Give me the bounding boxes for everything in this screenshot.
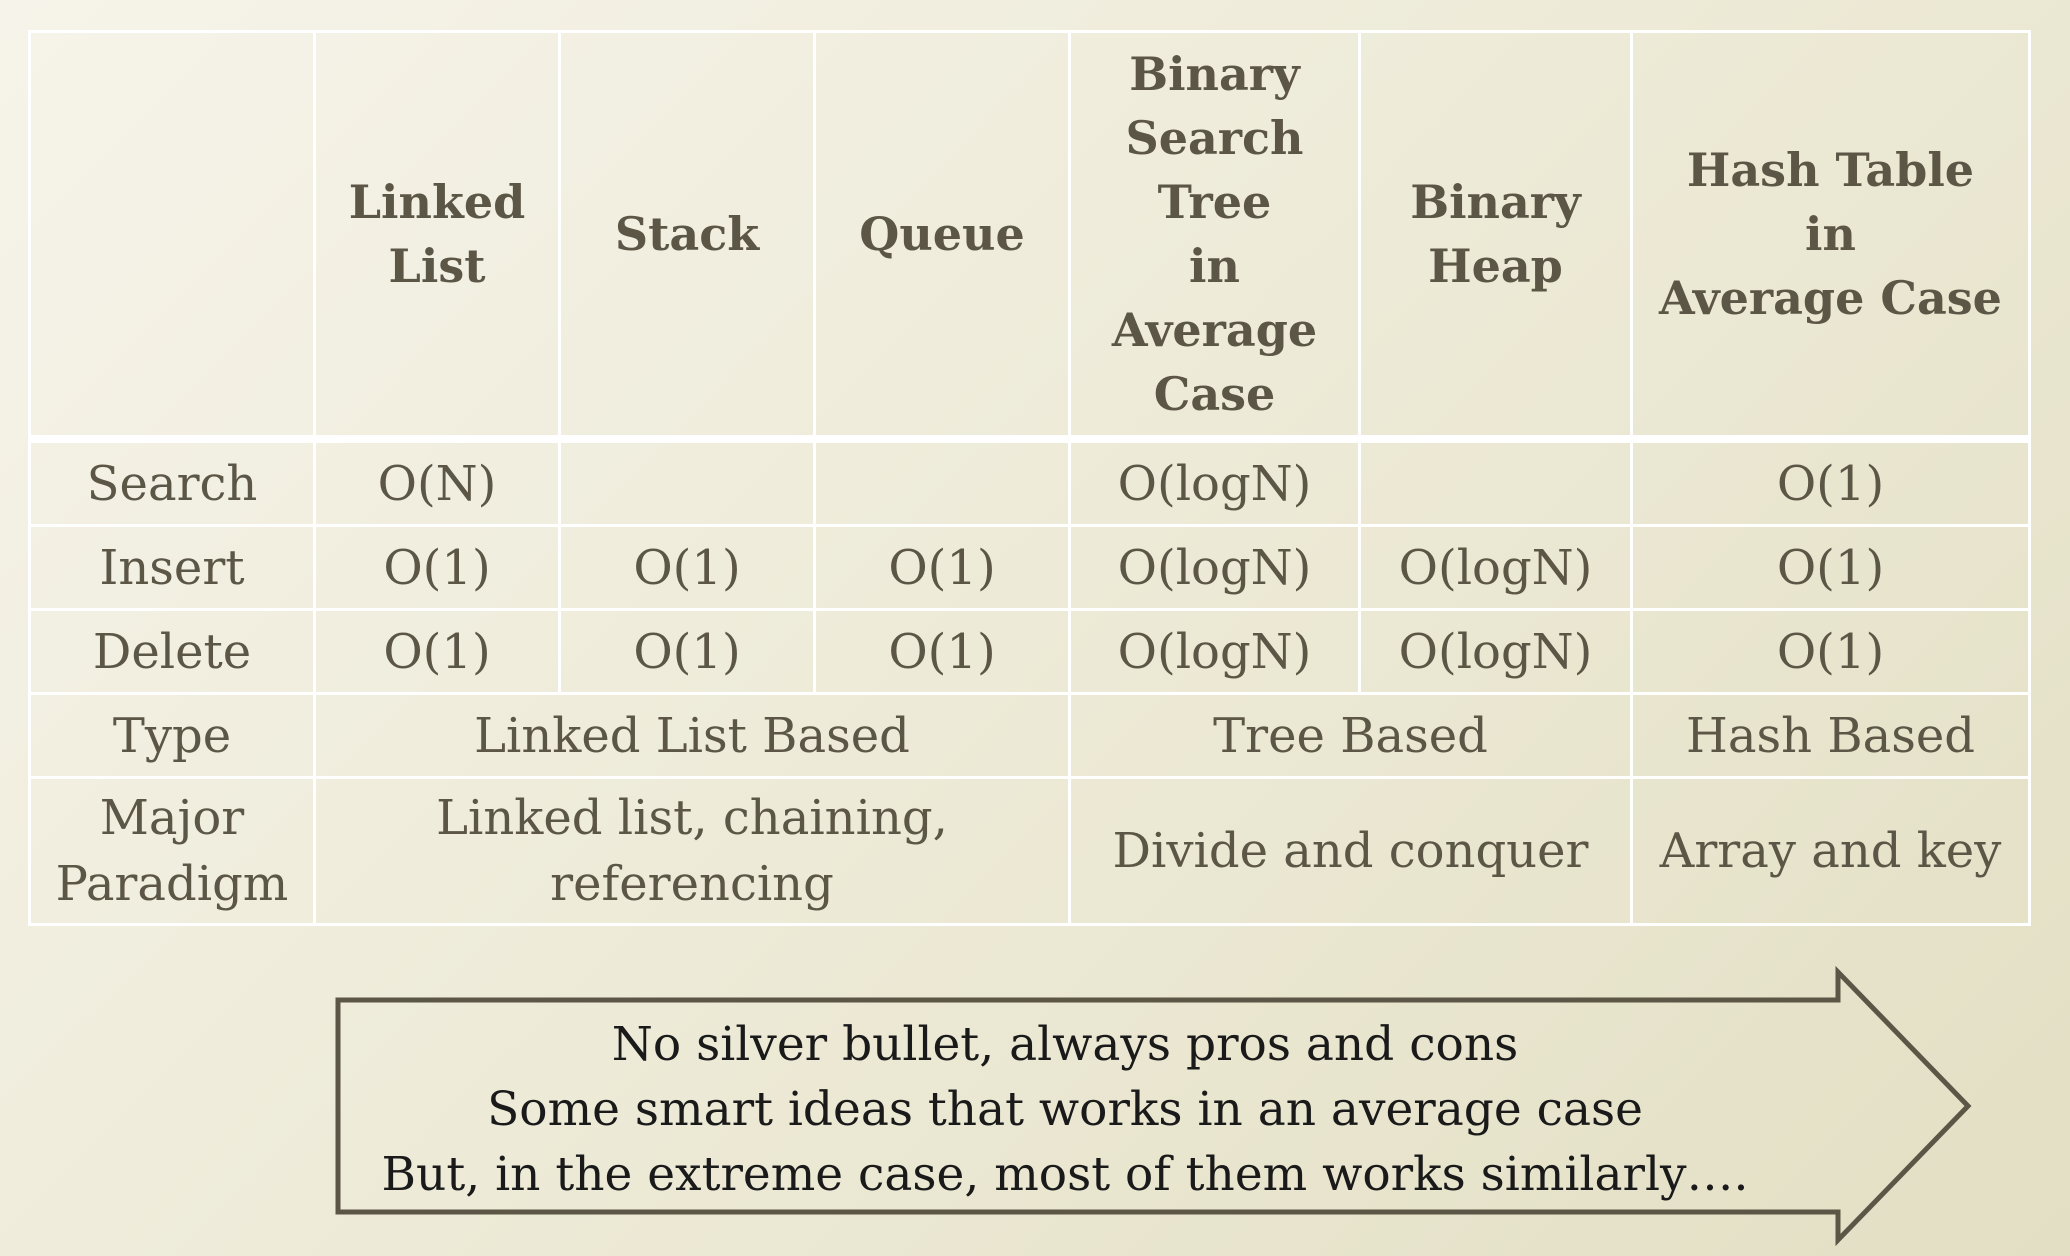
type-cell-tree-based: Tree Based [1068, 692, 1633, 779]
corner-cell [28, 30, 316, 443]
table-cell [1358, 437, 1633, 527]
column-header-linked-list: Linked List [313, 30, 561, 443]
type-cell-linked-list-based: Linked List Based [313, 692, 1071, 779]
callout-line: No silver bullet, always pros and cons [611, 1017, 1519, 1072]
table-cell: O(N) [313, 437, 561, 527]
table-cell: O(logN) [1358, 524, 1633, 611]
paradigm-cell-linked: Linked list, chaining, referencing [313, 776, 1071, 926]
arrow-shape [335, 965, 1972, 1247]
table-cell: O(1) [313, 608, 561, 695]
table-cell: O(logN) [1068, 608, 1361, 695]
callout-line: Some smart ideas that works in an averag… [487, 1082, 1643, 1137]
column-header-binary-search-tree: Binary Search Tree in Average Case [1068, 30, 1361, 443]
column-header-binary-heap: Binary Heap [1358, 30, 1633, 443]
table-cell [813, 437, 1071, 527]
column-header-stack: Stack [558, 30, 816, 443]
table-cell: O(1) [1630, 437, 2031, 527]
table-cell: O(1) [313, 524, 561, 611]
table-cell: O(1) [813, 608, 1071, 695]
table-cell: O(1) [1630, 524, 2031, 611]
row-label-insert: Insert [28, 524, 316, 611]
table-row-type: Type Linked List Based Tree Based Hash B… [28, 692, 2031, 779]
table-row-major-paradigm: Major Paradigm Linked list, chaining, re… [28, 776, 2031, 926]
row-label-search: Search [28, 437, 316, 527]
paradigm-cell-tree: Divide and conquer [1068, 776, 1633, 926]
table-cell [558, 437, 816, 527]
table-header-row: Linked List Stack Queue Binary Search Tr… [28, 30, 2031, 443]
row-label-type: Type [28, 692, 316, 779]
table-cell: O(1) [558, 524, 816, 611]
callout-line: But, in the extreme case, most of them w… [381, 1147, 1749, 1202]
callout-arrow: No silver bullet, always pros and cons S… [320, 960, 1980, 1250]
row-label-delete: Delete [28, 608, 316, 695]
table-cell: O(1) [813, 524, 1071, 611]
table-row-search: Search O(N) O(logN) O(1) [28, 437, 2031, 527]
type-cell-hash-based: Hash Based [1630, 692, 2031, 779]
table-row-insert: Insert O(1) O(1) O(1) O(logN) O(logN) O(… [28, 524, 2031, 611]
column-header-queue: Queue [813, 30, 1071, 443]
table-cell: O(logN) [1068, 524, 1361, 611]
table-cell: O(1) [1630, 608, 2031, 695]
table-cell: O(1) [558, 608, 816, 695]
table-row-delete: Delete O(1) O(1) O(1) O(logN) O(logN) O(… [28, 608, 2031, 695]
table-cell: O(logN) [1358, 608, 1633, 695]
column-header-hash-table: Hash Table in Average Case [1630, 30, 2031, 443]
table-cell: O(logN) [1068, 437, 1361, 527]
paradigm-cell-hash: Array and key [1630, 776, 2031, 926]
complexity-table: Linked List Stack Queue Binary Search Tr… [28, 30, 2031, 926]
callout-text: No silver bullet, always pros and cons S… [340, 1012, 1790, 1207]
row-label-major-paradigm: Major Paradigm [28, 776, 316, 926]
